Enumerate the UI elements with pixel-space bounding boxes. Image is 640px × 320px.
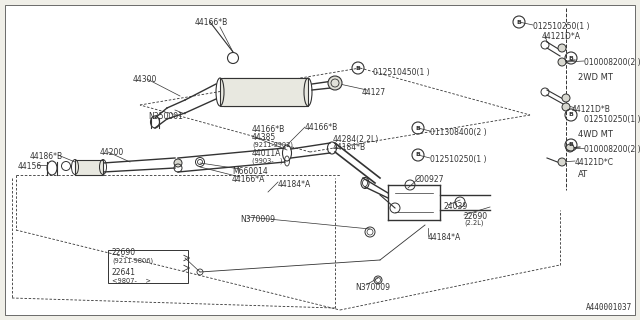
Text: A440001037: A440001037	[586, 303, 632, 312]
Text: N350001: N350001	[148, 112, 183, 121]
Text: 2WD MT: 2WD MT	[578, 73, 613, 82]
Text: 011308400(2 ): 011308400(2 )	[430, 128, 486, 137]
Text: 44166*B: 44166*B	[252, 125, 285, 134]
Text: 22641: 22641	[112, 268, 136, 277]
Text: B: B	[568, 55, 573, 60]
Text: 44166*A: 44166*A	[232, 175, 266, 184]
Circle shape	[562, 94, 570, 102]
Bar	[75, 160, 103, 175]
Circle shape	[558, 158, 566, 166]
Circle shape	[328, 76, 342, 90]
Text: 44166*B: 44166*B	[195, 18, 228, 27]
Text: 44385: 44385	[252, 133, 276, 142]
Text: B: B	[356, 66, 360, 70]
Text: 44011A: 44011A	[252, 149, 282, 158]
Text: 010008200(2 ): 010008200(2 )	[584, 58, 640, 67]
Text: C00927: C00927	[415, 175, 445, 184]
Text: 44186*B: 44186*B	[30, 152, 63, 161]
Circle shape	[566, 144, 574, 152]
Text: M660014: M660014	[232, 167, 268, 176]
Text: 44127: 44127	[362, 88, 386, 97]
Text: 44166*B: 44166*B	[305, 123, 339, 132]
Bar	[108, 250, 188, 283]
Bar	[220, 78, 308, 106]
Circle shape	[558, 58, 566, 66]
Text: B: B	[415, 153, 420, 157]
Text: (9211-9806): (9211-9806)	[112, 258, 153, 265]
Text: 44121D*B: 44121D*B	[572, 105, 611, 114]
Text: B: B	[568, 113, 573, 117]
Text: (9211-9902): (9211-9902)	[252, 141, 293, 148]
Circle shape	[562, 103, 570, 111]
Text: 44184*B: 44184*B	[333, 143, 366, 152]
Circle shape	[174, 159, 182, 167]
Text: 44300: 44300	[133, 75, 157, 84]
Text: N370009: N370009	[355, 283, 390, 292]
Text: 22690: 22690	[464, 212, 488, 221]
Text: 44184*A: 44184*A	[278, 180, 311, 189]
Text: N370009: N370009	[240, 215, 275, 224]
Text: 44121D*A: 44121D*A	[542, 32, 581, 41]
Text: B: B	[415, 125, 420, 131]
Text: 010008200(2 ): 010008200(2 )	[584, 145, 640, 154]
Text: <9807-    >: <9807- >	[112, 278, 151, 284]
Text: 44121D*C: 44121D*C	[575, 158, 614, 167]
Text: 44156: 44156	[18, 162, 42, 171]
Text: 4WD MT: 4WD MT	[578, 130, 613, 139]
Text: AT: AT	[578, 170, 588, 179]
Text: 22690: 22690	[112, 248, 136, 257]
Text: 012510250(1 ): 012510250(1 )	[584, 115, 640, 124]
Text: 44200: 44200	[100, 148, 124, 157]
Text: 012510450(1 ): 012510450(1 )	[373, 68, 429, 77]
Text: B: B	[568, 142, 573, 148]
Text: (9903-   ): (9903- )	[252, 157, 283, 164]
Text: 44284(2.2L): 44284(2.2L)	[333, 135, 380, 144]
Text: 012510250(1 ): 012510250(1 )	[533, 22, 589, 31]
Text: 24039: 24039	[443, 202, 467, 211]
Text: (2.2L): (2.2L)	[464, 220, 483, 227]
Text: B: B	[516, 20, 522, 25]
Text: 012510250(1 ): 012510250(1 )	[430, 155, 486, 164]
Text: 44184*A: 44184*A	[428, 233, 461, 242]
Circle shape	[558, 44, 566, 52]
